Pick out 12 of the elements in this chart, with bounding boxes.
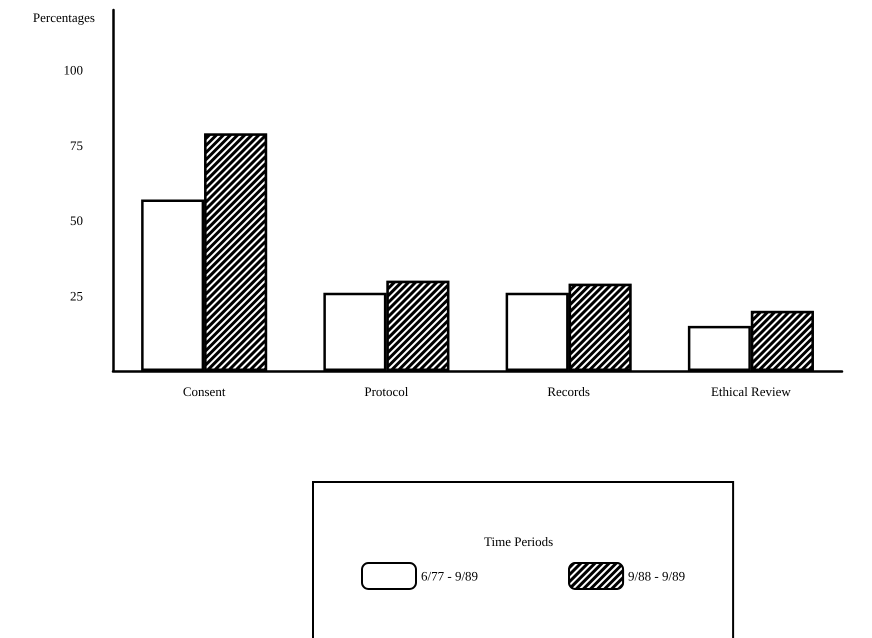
x-tick-label: Ethical Review [710, 384, 792, 399]
y-axis-title: Percentages [32, 10, 95, 25]
y-tick-label: 75 [70, 138, 83, 153]
x-tick-label: Records [547, 384, 590, 399]
y-tick-label: 100 [64, 62, 83, 78]
legend-title: Time Periods [484, 534, 554, 549]
legend-label: 9/88 - 9/89 [628, 568, 686, 584]
y-tick-label: 25 [70, 288, 83, 304]
y-tick-label: 50 [70, 213, 83, 228]
legend-label: 6/77 - 9/89 [421, 568, 478, 584]
x-tick-label: Consent [182, 384, 226, 399]
x-tick-label: Protocol [364, 384, 409, 399]
